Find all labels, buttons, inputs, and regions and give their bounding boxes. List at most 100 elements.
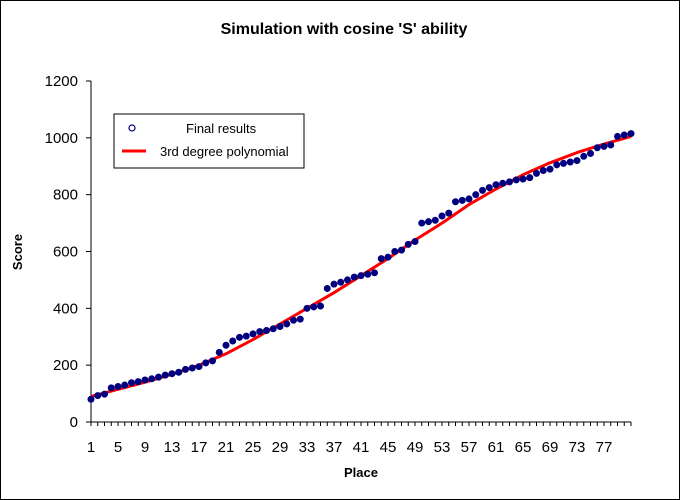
data-point	[593, 144, 601, 152]
data-point	[269, 325, 277, 333]
y-tick-label: 1000	[45, 130, 78, 147]
data-point	[175, 368, 183, 376]
legend-label-polynomial: 3rd degree polynomial	[160, 144, 289, 159]
x-tick-label: 69	[542, 439, 559, 456]
data-point	[195, 363, 203, 371]
legend-box	[113, 113, 305, 169]
data-point	[478, 186, 486, 194]
data-point	[168, 370, 176, 378]
data-point	[566, 158, 574, 166]
data-point	[411, 238, 419, 246]
data-point	[209, 357, 217, 365]
data-point	[532, 169, 540, 177]
y-axis-label: Score	[10, 234, 25, 270]
chart-title: Simulation with cosine 'S' ability	[221, 21, 468, 38]
data-point	[283, 320, 291, 328]
x-tick-label: 57	[461, 439, 478, 456]
x-tick-label: 41	[353, 439, 370, 456]
data-point	[424, 218, 432, 226]
data-point	[94, 392, 102, 400]
data-point	[303, 304, 311, 312]
data-point	[222, 341, 230, 349]
x-tick-label: 33	[299, 439, 316, 456]
x-tick-label: 25	[245, 439, 262, 456]
data-point	[262, 326, 270, 334]
axes: 0 200 400 600 800 1000 1200 1 5 9 13 17 21 25 29 33 37 41…	[45, 73, 632, 456]
data-point	[148, 375, 156, 383]
x-tick-label: 9	[141, 439, 149, 456]
data-point	[215, 348, 223, 356]
data-point	[188, 364, 196, 372]
x-tick-label: 37	[326, 439, 343, 456]
data-point	[155, 373, 163, 381]
x-tick-label: 49	[407, 439, 424, 456]
x-tick-label: 77	[596, 439, 613, 456]
data-point	[526, 174, 534, 182]
legend-label-final-results: Final results	[186, 121, 257, 136]
x-tick-label: 17	[191, 439, 208, 456]
x-tick-label: 53	[434, 439, 451, 456]
data-point	[141, 376, 149, 384]
data-point	[87, 395, 95, 403]
data-point	[289, 316, 297, 324]
data-point	[404, 240, 412, 248]
data-point	[586, 149, 594, 157]
data-point	[627, 130, 635, 138]
data-point	[580, 152, 588, 160]
y-tick-label: 1200	[45, 73, 78, 90]
data-point	[620, 131, 628, 139]
y-tick-label: 800	[53, 187, 78, 204]
legend-marker-final-results	[128, 124, 136, 132]
data-point	[445, 209, 453, 217]
data-point	[512, 176, 520, 184]
data-point	[465, 195, 473, 203]
data-point	[499, 179, 507, 187]
data-point	[553, 161, 561, 169]
data-point	[438, 212, 446, 220]
data-point	[607, 141, 615, 149]
fit-line-layer	[90, 134, 632, 398]
x-tick-label: 29	[272, 439, 289, 456]
data-point	[377, 255, 385, 263]
x-axis-label: Place	[344, 465, 378, 480]
data-point	[397, 246, 405, 254]
x-tick-label: 73	[569, 439, 586, 456]
data-point	[391, 248, 399, 256]
data-point	[182, 365, 190, 373]
data-point	[357, 272, 365, 280]
data-point	[384, 253, 392, 261]
data-point	[559, 159, 567, 167]
data-point	[128, 379, 136, 387]
x-tick-label: 45	[380, 439, 397, 456]
data-point	[505, 178, 513, 186]
data-point	[418, 219, 426, 227]
data-point	[573, 157, 581, 165]
data-point	[134, 378, 142, 386]
data-point	[101, 390, 109, 398]
legend: Final results 3rd degree polynomial	[113, 113, 305, 169]
x-tick-label: 21	[218, 439, 235, 456]
data-point	[114, 382, 122, 390]
y-tick-label: 400	[53, 300, 78, 317]
x-tick-label: 5	[114, 439, 122, 456]
data-point	[600, 142, 608, 150]
data-point	[472, 191, 480, 199]
x-tick-label: 13	[164, 439, 181, 456]
data-point	[161, 371, 169, 379]
data-point	[229, 337, 237, 345]
data-point	[370, 269, 378, 277]
data-point	[249, 330, 257, 338]
data-point	[492, 181, 500, 189]
points-layer	[87, 130, 635, 403]
data-point	[539, 167, 547, 175]
data-point	[236, 333, 244, 341]
data-point	[310, 303, 318, 311]
y-tick-label: 600	[53, 244, 78, 261]
y-tick-label: 0	[70, 414, 78, 431]
data-point	[485, 184, 493, 192]
data-point	[451, 198, 459, 206]
data-point	[276, 323, 284, 331]
data-point	[431, 216, 439, 224]
data-point	[343, 276, 351, 284]
